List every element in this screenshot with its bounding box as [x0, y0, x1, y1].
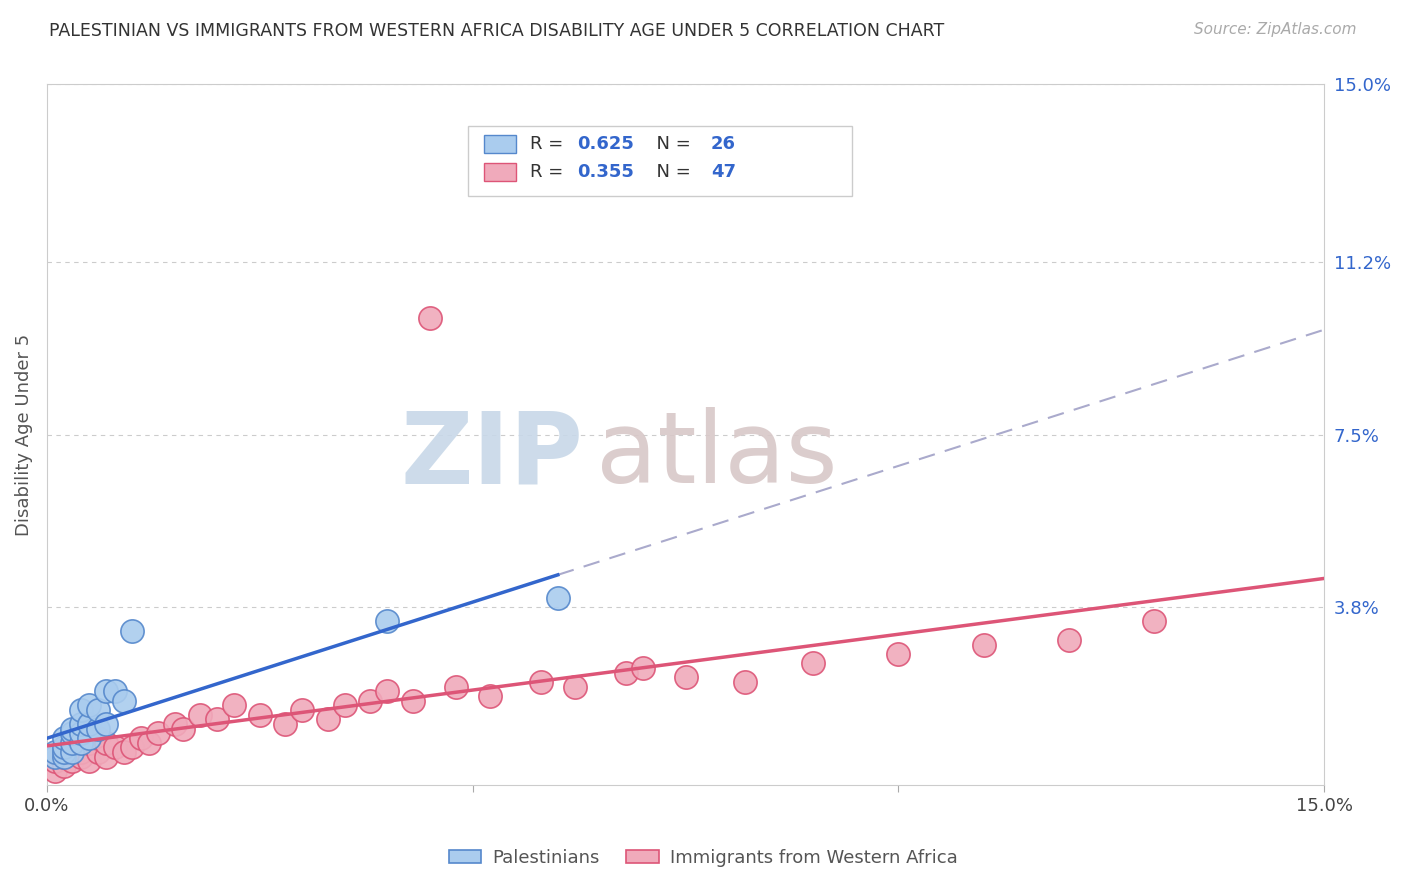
Text: R =: R =	[530, 163, 568, 181]
Point	[70, 726, 93, 740]
Point	[675, 670, 697, 684]
Point	[104, 740, 127, 755]
Point	[79, 698, 101, 713]
Point	[121, 624, 143, 638]
Point	[70, 736, 93, 750]
Point	[52, 759, 75, 773]
FancyBboxPatch shape	[484, 163, 516, 181]
Point	[138, 736, 160, 750]
Point	[62, 745, 84, 759]
Point	[801, 657, 824, 671]
Point	[359, 694, 381, 708]
Point	[96, 749, 118, 764]
Point	[631, 661, 654, 675]
Point	[121, 740, 143, 755]
Point	[70, 745, 93, 759]
Point	[87, 722, 110, 736]
Point	[52, 749, 75, 764]
Text: PALESTINIAN VS IMMIGRANTS FROM WESTERN AFRICA DISABILITY AGE UNDER 5 CORRELATION: PALESTINIAN VS IMMIGRANTS FROM WESTERN A…	[49, 22, 945, 40]
Point	[62, 736, 84, 750]
Point	[104, 684, 127, 698]
Point	[402, 694, 425, 708]
Point	[734, 675, 756, 690]
Point	[274, 717, 297, 731]
Point	[44, 749, 66, 764]
Point	[564, 680, 586, 694]
Text: Source: ZipAtlas.com: Source: ZipAtlas.com	[1194, 22, 1357, 37]
Point	[188, 707, 211, 722]
Point	[444, 680, 467, 694]
Point	[70, 717, 93, 731]
Point	[79, 736, 101, 750]
Point	[62, 722, 84, 736]
Point	[547, 591, 569, 605]
Point	[87, 745, 110, 759]
Text: N =: N =	[644, 135, 696, 153]
Point	[205, 712, 228, 726]
Point	[530, 675, 553, 690]
Point	[44, 745, 66, 759]
Point	[1143, 615, 1166, 629]
Point	[973, 638, 995, 652]
Point	[44, 764, 66, 778]
Point	[96, 684, 118, 698]
Point	[316, 712, 339, 726]
Point	[70, 749, 93, 764]
FancyBboxPatch shape	[468, 127, 852, 196]
Point	[44, 755, 66, 769]
Legend: Palestinians, Immigrants from Western Africa: Palestinians, Immigrants from Western Af…	[441, 842, 965, 874]
Point	[79, 717, 101, 731]
Point	[377, 615, 399, 629]
Point	[52, 731, 75, 745]
Point	[419, 310, 441, 325]
Point	[52, 745, 75, 759]
Point	[1057, 633, 1080, 648]
Point	[62, 740, 84, 755]
Point	[224, 698, 246, 713]
Point	[79, 755, 101, 769]
Point	[112, 745, 135, 759]
Point	[291, 703, 314, 717]
Point	[62, 755, 84, 769]
Text: atlas: atlas	[596, 407, 838, 504]
Text: 0.355: 0.355	[576, 163, 634, 181]
Text: N =: N =	[644, 163, 696, 181]
Point	[333, 698, 356, 713]
Point	[79, 731, 101, 745]
Point	[52, 749, 75, 764]
Point	[377, 684, 399, 698]
Point	[87, 703, 110, 717]
Text: 26: 26	[711, 135, 737, 153]
Point	[62, 726, 84, 740]
Point	[129, 731, 152, 745]
FancyBboxPatch shape	[484, 136, 516, 153]
Point	[887, 647, 910, 661]
Point	[70, 703, 93, 717]
Text: ZIP: ZIP	[401, 407, 583, 504]
Point	[52, 740, 75, 755]
Point	[96, 717, 118, 731]
Text: 47: 47	[711, 163, 737, 181]
Point	[478, 689, 501, 703]
Point	[172, 722, 194, 736]
Y-axis label: Disability Age Under 5: Disability Age Under 5	[15, 334, 32, 536]
Point	[146, 726, 169, 740]
Point	[163, 717, 186, 731]
Text: 0.625: 0.625	[576, 135, 634, 153]
Point	[112, 694, 135, 708]
Point	[249, 707, 271, 722]
Point	[614, 665, 637, 680]
Point	[87, 731, 110, 745]
Point	[96, 736, 118, 750]
Text: R =: R =	[530, 135, 568, 153]
